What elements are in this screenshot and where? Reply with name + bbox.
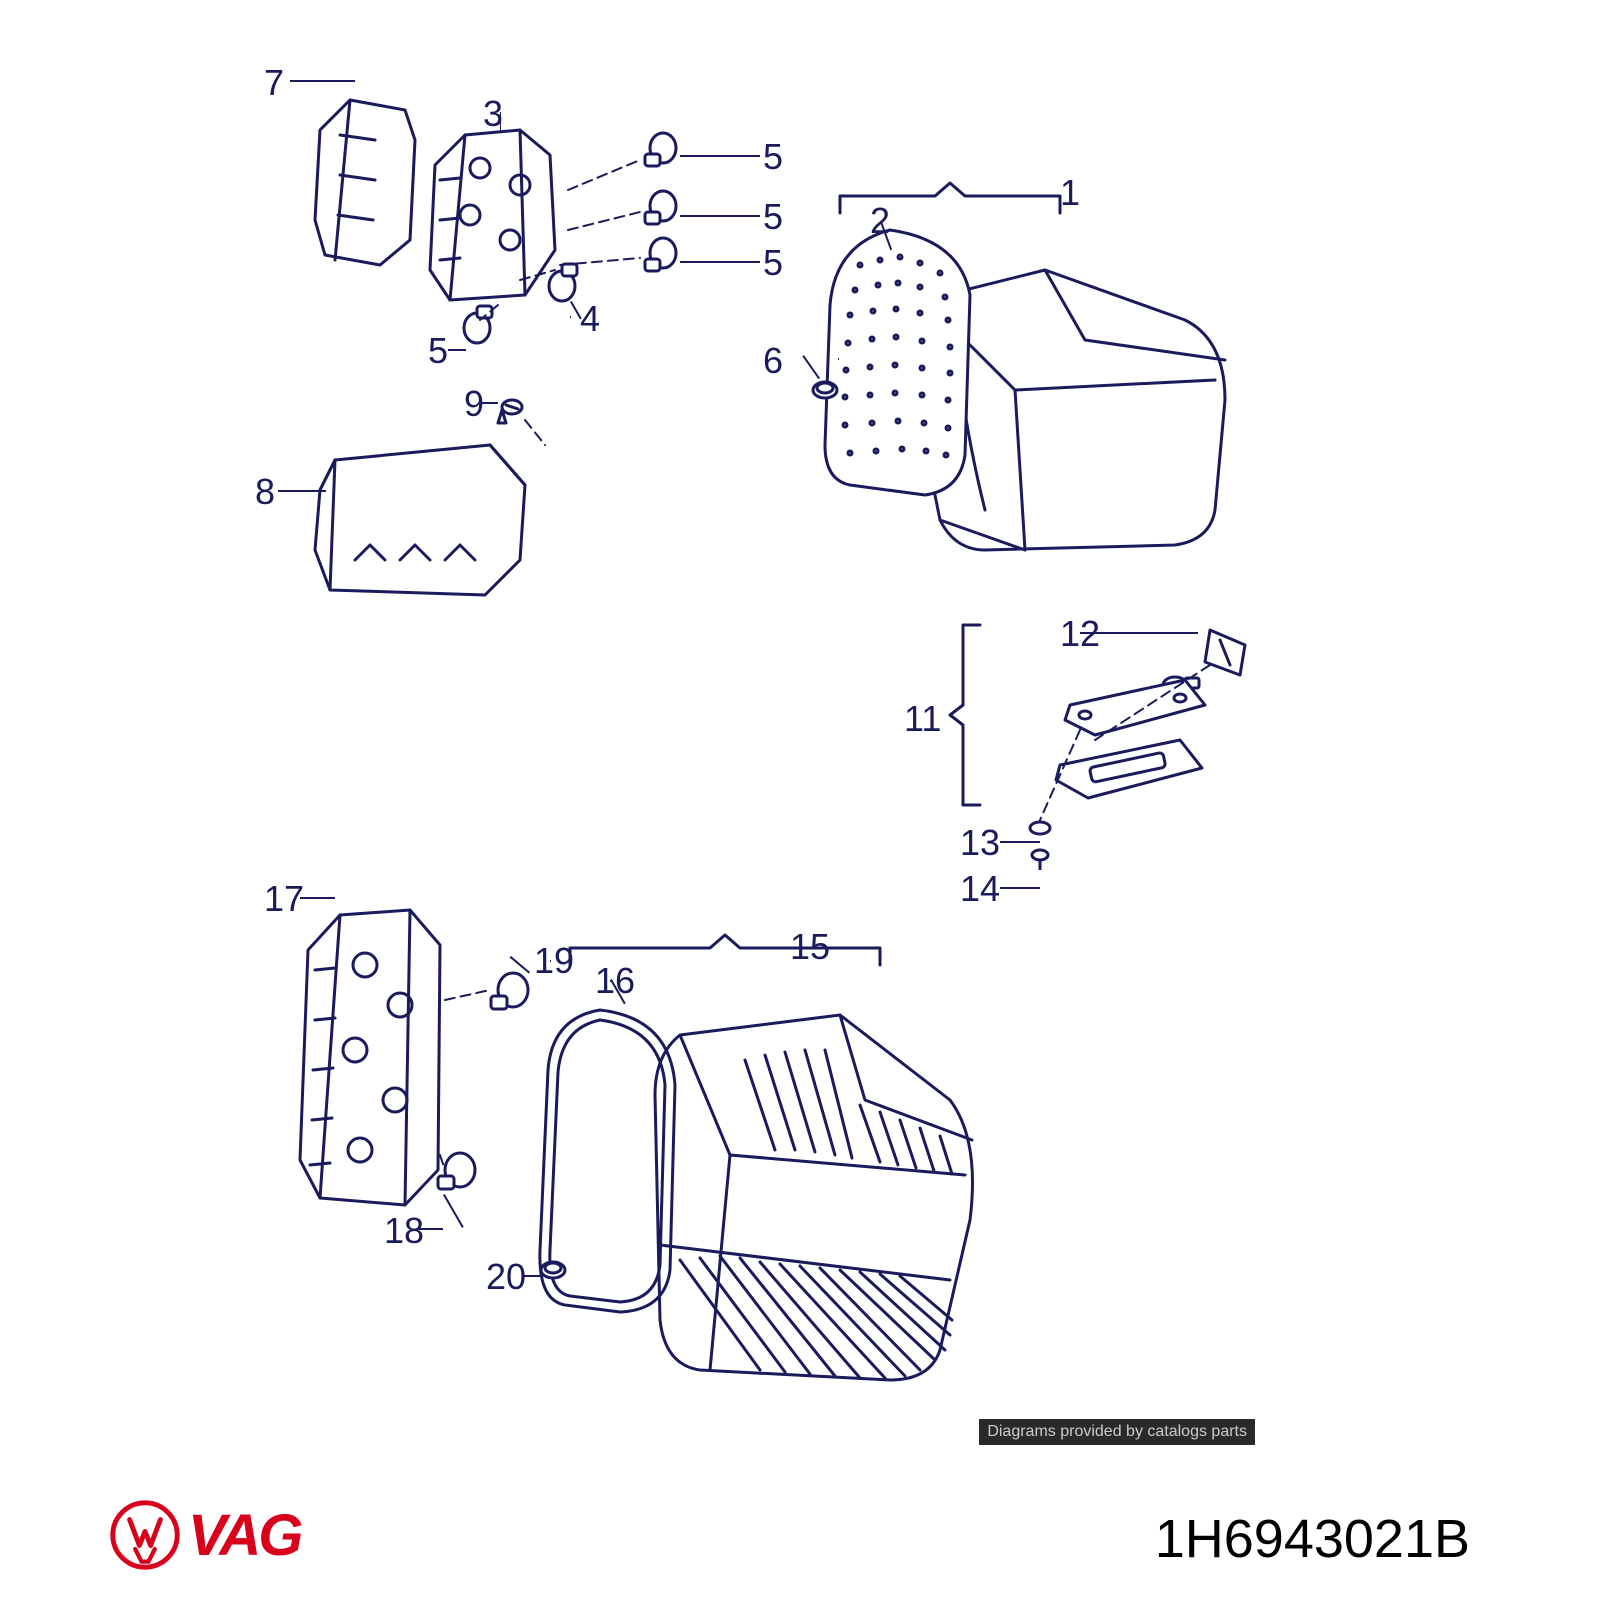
leader (838, 358, 839, 360)
callout-2: 2 (870, 200, 890, 242)
part-number: 1H6943021B (1155, 1508, 1470, 1570)
callout-15: 15 (790, 926, 830, 968)
assembly-lines (0, 0, 1600, 1600)
brand-text: VAG (188, 1502, 300, 1569)
callout-5: 5 (763, 242, 783, 284)
leader (300, 897, 335, 899)
vag-logo-icon (110, 1500, 180, 1570)
callout-20: 20 (486, 1256, 526, 1298)
callout-14: 14 (960, 868, 1000, 910)
callout-3: 3 (483, 93, 503, 135)
brand-logo: VAG (110, 1500, 300, 1570)
exploded-diagram: 12345555678911121314151617181920 (0, 0, 1600, 1600)
leader (448, 349, 466, 351)
callout-9: 9 (464, 383, 484, 425)
callout-16: 16 (595, 960, 635, 1002)
callout-18: 18 (384, 1210, 424, 1252)
callout-1: 1 (1060, 172, 1080, 214)
callout-12: 12 (1060, 613, 1100, 655)
callout-5: 5 (763, 196, 783, 238)
callout-6: 6 (763, 340, 783, 382)
leader (290, 80, 355, 82)
leader (570, 316, 571, 318)
leader (1000, 887, 1040, 889)
leader (680, 155, 760, 157)
callout-13: 13 (960, 822, 1000, 864)
leader (278, 490, 326, 492)
callout-7: 7 (264, 62, 284, 104)
leader (680, 261, 760, 263)
callout-17: 17 (264, 878, 304, 920)
bracket-11 (945, 620, 985, 810)
leader (1000, 841, 1040, 843)
attribution-badge: Diagrams provided by catalogs parts (979, 1419, 1255, 1445)
callout-4: 4 (580, 298, 600, 340)
callout-11: 11 (904, 698, 941, 740)
callout-8: 8 (255, 471, 275, 513)
callout-5: 5 (763, 136, 783, 178)
leader (680, 215, 760, 217)
callout-5: 5 (428, 330, 448, 372)
callout-19: 19 (534, 940, 574, 982)
